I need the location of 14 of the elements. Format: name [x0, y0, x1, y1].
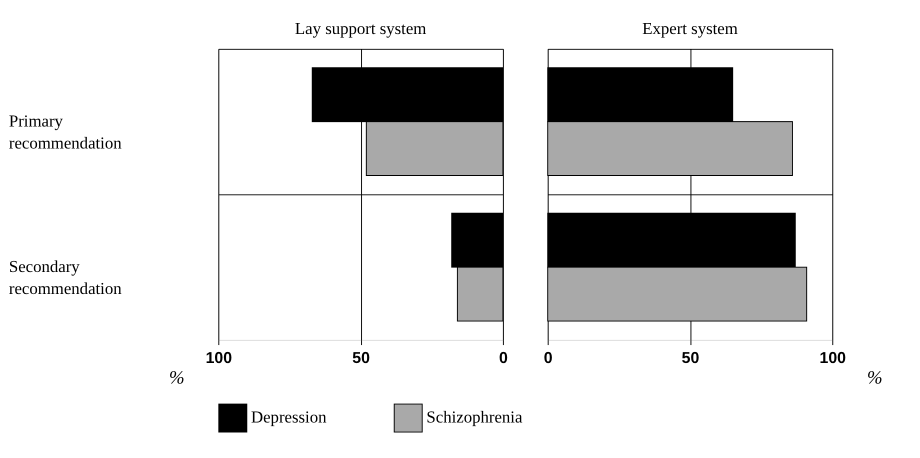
x-tick-label: 0 — [544, 350, 553, 367]
x-tick-label: 50 — [682, 350, 700, 367]
x-tick-label: 0 — [498, 350, 508, 367]
x-tick-label: 100 — [206, 350, 232, 367]
x-tick-label: 100 — [820, 350, 846, 367]
y-tick-label: Primary recommendation — [8, 111, 122, 153]
y-tick-label: Secondary recommendation — [8, 256, 122, 298]
x-axis-title: % — [866, 367, 883, 388]
legend-label: Schizophrenia — [426, 408, 523, 427]
x-axis-title: % — [169, 367, 185, 388]
x-tick-label: 50 — [352, 350, 370, 367]
chart-title: Expert system — [642, 18, 738, 38]
chart-title: Lay support system — [294, 18, 426, 38]
legend-label: Depression — [250, 408, 328, 427]
